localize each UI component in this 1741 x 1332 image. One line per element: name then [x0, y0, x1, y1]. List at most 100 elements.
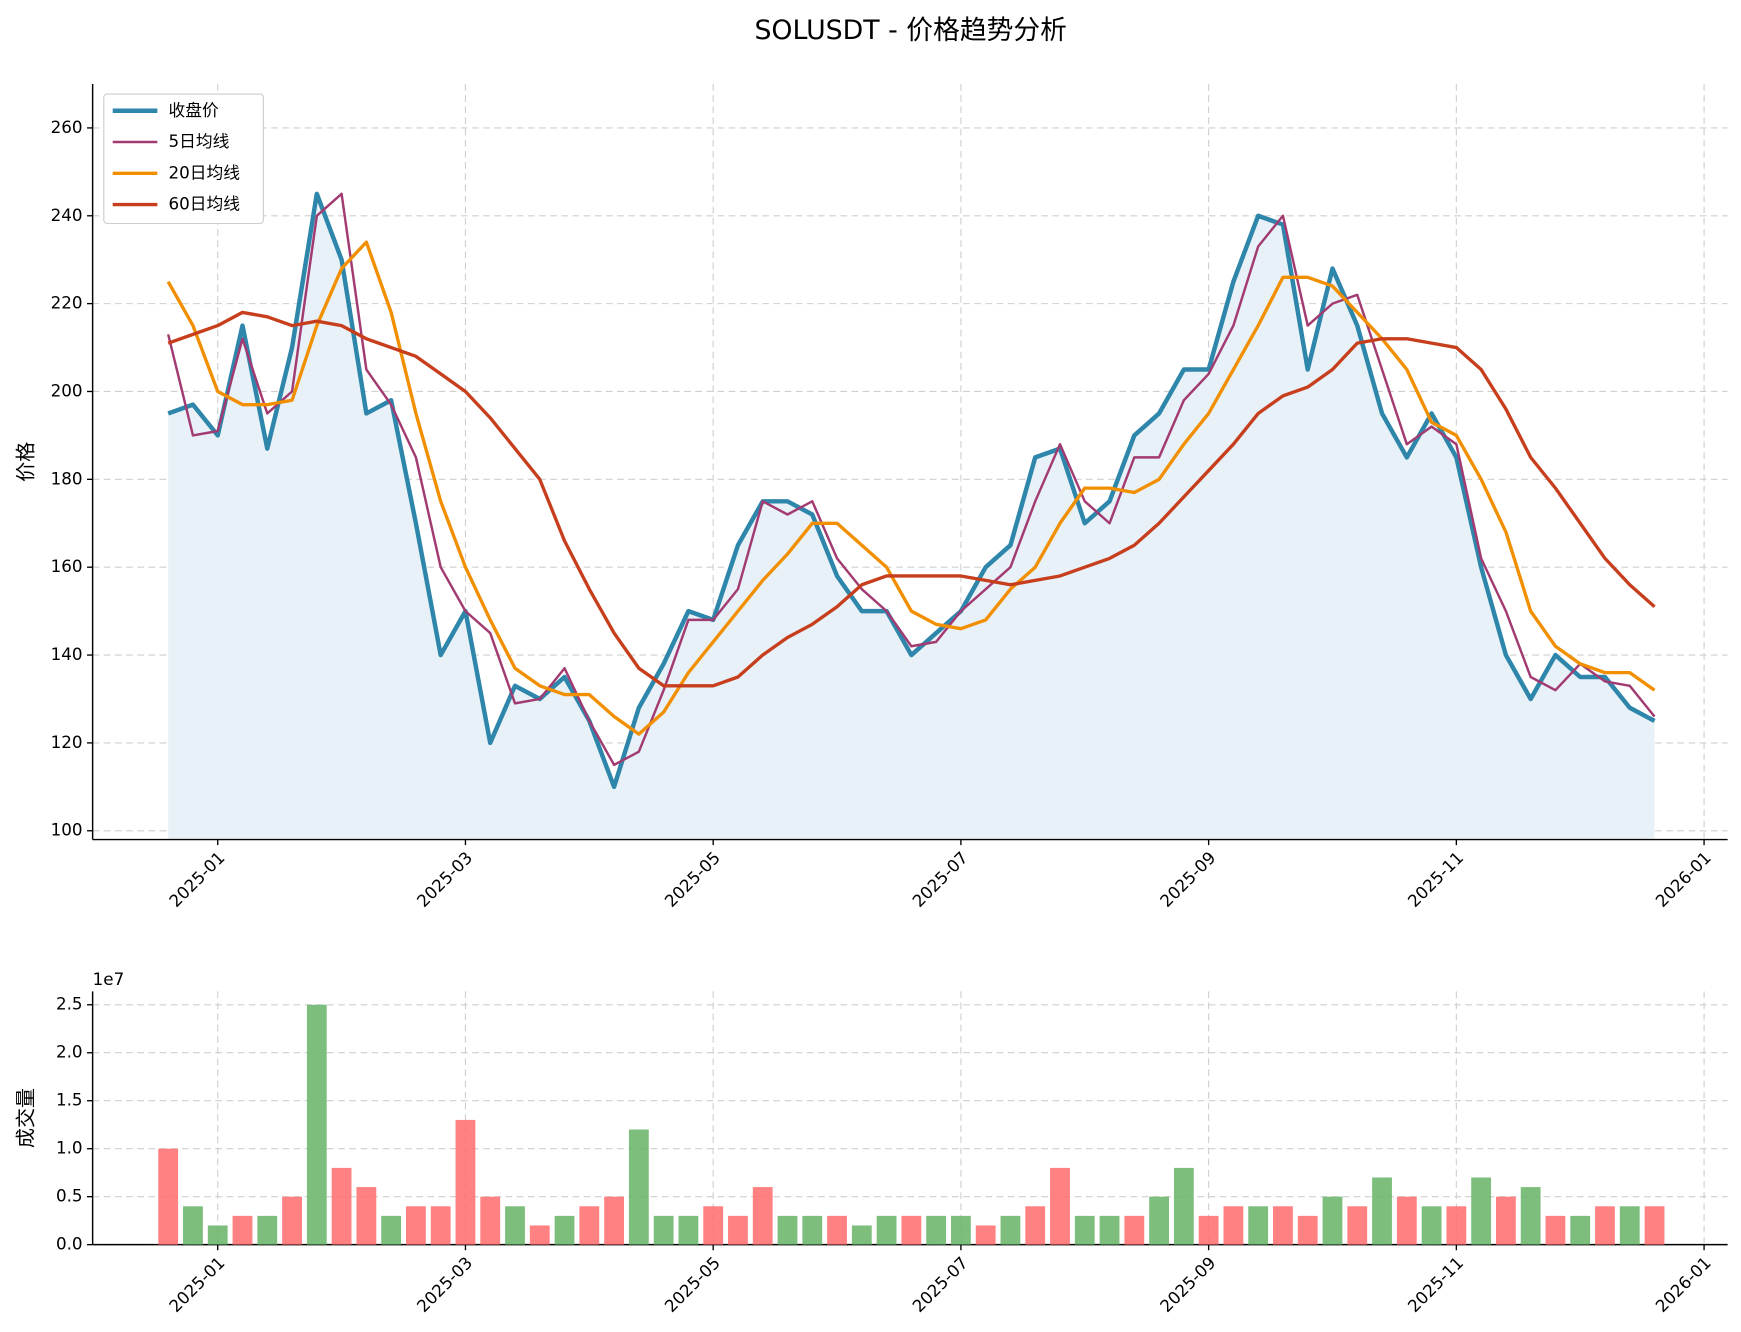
x-tick-label: 2025-03 — [413, 1253, 477, 1317]
x-tick-label: 2025-07 — [908, 1253, 972, 1317]
y-axis-label: 成交量 — [13, 1088, 37, 1148]
bar — [777, 1215, 798, 1245]
legend-label: 60日均线 — [169, 194, 241, 214]
bar — [331, 1167, 352, 1245]
y-tick-label: 1.0 — [56, 1138, 83, 1158]
bar — [628, 1129, 649, 1245]
bar — [183, 1206, 203, 1245]
y-tick-label: 240 — [51, 205, 83, 225]
y-tick-label: 220 — [51, 293, 83, 313]
y-tick-label: 160 — [51, 556, 83, 576]
bar — [1372, 1177, 1392, 1245]
y-tick-label: 0.5 — [56, 1186, 83, 1206]
bar — [381, 1215, 402, 1245]
bar — [554, 1215, 575, 1245]
line — [167, 191, 1656, 790]
x-tick-label: 2025-01 — [165, 847, 229, 911]
y-tick-label: 140 — [51, 644, 83, 664]
bar — [1149, 1196, 1169, 1245]
x-tick-label: 2025-09 — [1156, 1253, 1220, 1317]
offset-label: 1e7 — [93, 969, 125, 989]
bar — [950, 1215, 971, 1245]
bar — [728, 1215, 748, 1245]
bar — [1396, 1196, 1417, 1245]
x-tick-label: 2026-01 — [1651, 847, 1715, 911]
bar — [1421, 1206, 1442, 1245]
bar — [1025, 1206, 1046, 1245]
bar — [827, 1215, 847, 1245]
legend-label: 收盘价 — [169, 100, 219, 120]
line — [166, 192, 1656, 767]
y-tick-label: 2.0 — [56, 1042, 83, 1062]
bar — [1545, 1215, 1566, 1245]
bar — [207, 1225, 228, 1245]
x-tick-label: 2026-01 — [1651, 1253, 1715, 1317]
bar — [579, 1206, 600, 1245]
y-tick-label: 2.5 — [56, 994, 83, 1014]
bar — [1471, 1177, 1492, 1245]
x-tick-label: 2025-01 — [165, 1253, 229, 1317]
bar — [1000, 1215, 1021, 1245]
bar — [901, 1215, 922, 1245]
bar — [1644, 1206, 1665, 1245]
x-tick-label: 2025-11 — [1404, 1253, 1468, 1317]
bar — [282, 1196, 302, 1245]
y-tick-label: 120 — [51, 732, 83, 752]
legend-label: 20日均线 — [169, 162, 241, 182]
bar — [356, 1187, 377, 1245]
x-tick-label: 2025-05 — [660, 1253, 724, 1317]
y-tick-label: 260 — [51, 117, 83, 137]
bar — [1446, 1206, 1467, 1245]
bar — [851, 1225, 872, 1245]
bar — [306, 1004, 327, 1245]
bar — [1495, 1196, 1516, 1245]
x-tick-label: 2025-03 — [413, 847, 477, 911]
bar — [1322, 1196, 1343, 1245]
bar — [1570, 1215, 1591, 1245]
bar — [455, 1119, 476, 1245]
y-tick-label: 100 — [51, 820, 83, 840]
area — [168, 193, 1655, 840]
bar — [1074, 1215, 1095, 1245]
bar — [1248, 1206, 1269, 1245]
bar — [604, 1196, 624, 1245]
bar — [703, 1206, 724, 1245]
bar — [876, 1215, 897, 1245]
bar — [232, 1215, 253, 1245]
bar — [257, 1215, 278, 1245]
y-tick-label: 0.0 — [56, 1234, 83, 1254]
bar — [1050, 1167, 1070, 1245]
y-tick-label: 180 — [51, 468, 83, 488]
bar — [1099, 1215, 1120, 1245]
bar — [926, 1215, 947, 1245]
x-tick-label: 2025-09 — [1156, 847, 1220, 911]
bar — [1347, 1206, 1368, 1245]
chart-title: SOLUSDT - 价格趋势分析 — [754, 15, 1066, 46]
bar — [1173, 1167, 1194, 1245]
bar — [505, 1206, 525, 1245]
bar — [752, 1187, 773, 1245]
line — [167, 310, 1656, 688]
legend: 收盘价 5日均线 20日均线 60日均线 — [103, 93, 264, 225]
y-tick-label: 200 — [51, 380, 83, 400]
bar — [1520, 1187, 1541, 1245]
bar — [1619, 1206, 1640, 1245]
y-tick-label: 1.5 — [56, 1090, 83, 1110]
x-tick-label: 2025-07 — [908, 847, 972, 911]
bar — [1124, 1215, 1145, 1245]
y-axis-label: 价格 — [13, 442, 37, 482]
bar — [1595, 1206, 1615, 1245]
bar — [1223, 1206, 1244, 1245]
line — [166, 240, 1656, 736]
bar — [1273, 1206, 1293, 1245]
bar — [1198, 1215, 1219, 1245]
bar — [1297, 1215, 1318, 1245]
x-tick-label: 2025-05 — [660, 847, 724, 911]
bar — [653, 1215, 674, 1245]
legend-box — [103, 93, 264, 225]
bar — [406, 1206, 426, 1245]
bar — [802, 1215, 823, 1245]
bar — [529, 1225, 550, 1245]
